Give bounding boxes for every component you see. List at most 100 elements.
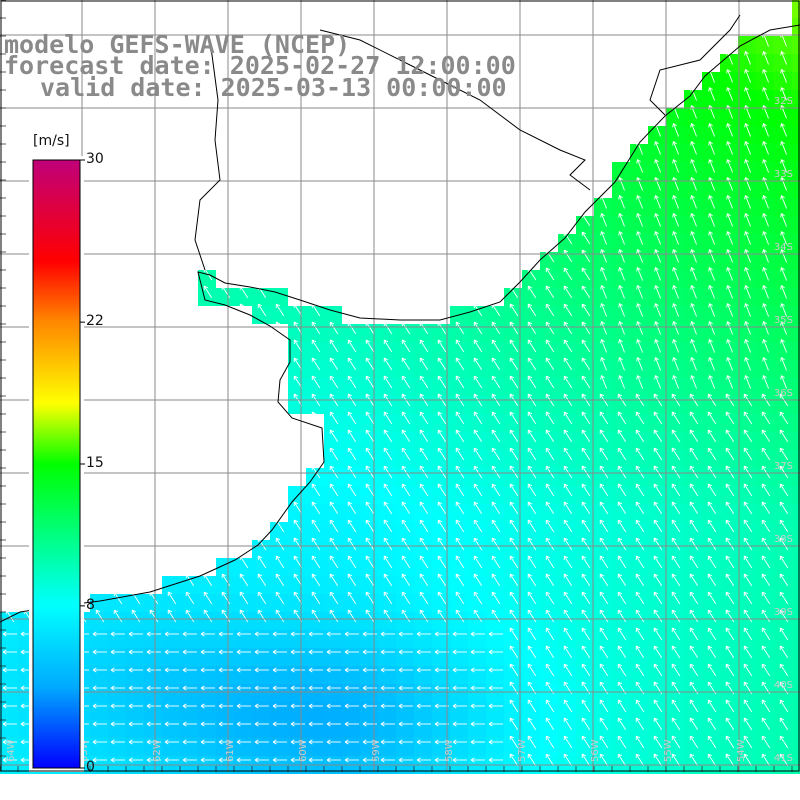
wind-arrow bbox=[326, 685, 341, 691]
wind-arrow bbox=[437, 339, 447, 353]
wind-arrow bbox=[653, 717, 663, 731]
wind-arrow bbox=[383, 609, 393, 623]
wind-arrow bbox=[599, 645, 609, 659]
wind-arrow bbox=[257, 285, 267, 299]
wind-arrow bbox=[779, 519, 789, 533]
wind-arrow bbox=[437, 465, 447, 479]
wind-arrow bbox=[672, 123, 679, 137]
wind-arrow bbox=[726, 87, 733, 101]
wind-arrow bbox=[491, 537, 501, 551]
wind-arrow bbox=[149, 609, 159, 623]
wind-arrow bbox=[726, 123, 733, 137]
wind-arrow bbox=[311, 501, 321, 515]
wind-arrow bbox=[707, 699, 717, 713]
wind-arrow bbox=[311, 555, 321, 569]
wind-arrow bbox=[581, 303, 591, 317]
wind-arrow bbox=[581, 357, 591, 371]
wind-arrow bbox=[488, 667, 503, 673]
wind-arrow bbox=[617, 609, 627, 623]
wind-arrow bbox=[239, 285, 249, 299]
wind-arrow bbox=[491, 375, 501, 389]
wind-arrow bbox=[581, 699, 591, 713]
wind-arrow bbox=[726, 69, 733, 83]
wind-arrow bbox=[509, 573, 519, 587]
wind-arrow bbox=[635, 537, 645, 551]
wind-arrow bbox=[744, 231, 751, 245]
wind-arrow bbox=[401, 447, 411, 461]
wind-arrow bbox=[221, 609, 231, 623]
wind-arrow bbox=[473, 339, 483, 353]
wind-arrow bbox=[726, 51, 733, 65]
wind-arrow bbox=[329, 411, 339, 425]
border-line bbox=[319, 29, 591, 191]
wind-arrow bbox=[599, 429, 609, 443]
wind-arrow bbox=[762, 213, 769, 227]
wind-arrow bbox=[689, 537, 699, 551]
wind-arrow bbox=[708, 159, 715, 173]
wind-arrow bbox=[416, 757, 431, 763]
wind-arrow bbox=[509, 411, 519, 425]
wind-arrow bbox=[473, 303, 483, 317]
wind-arrow bbox=[362, 649, 377, 655]
wind-arrow bbox=[146, 739, 161, 745]
wind-arrow bbox=[509, 501, 519, 515]
wind-arrow bbox=[708, 249, 715, 263]
wind-arrow bbox=[455, 591, 465, 605]
wind-arrow bbox=[347, 375, 357, 389]
wind-arrow bbox=[455, 321, 465, 335]
wind-arrow bbox=[308, 721, 323, 727]
wind-arrow bbox=[563, 429, 573, 443]
wind-arrow bbox=[110, 667, 125, 673]
wind-arrow bbox=[635, 627, 645, 641]
wind-arrow bbox=[708, 141, 715, 155]
wind-arrow bbox=[488, 739, 503, 745]
wind-arrow bbox=[726, 285, 733, 299]
wind-arrow bbox=[218, 649, 233, 655]
wind-arrow bbox=[690, 141, 697, 155]
wind-arrow bbox=[599, 573, 609, 587]
wind-arrow bbox=[599, 627, 609, 641]
wind-arrow bbox=[689, 429, 699, 443]
lat-label: 32S bbox=[774, 96, 793, 107]
title-valid-date: valid date: 2025-03-13 00:00:00 bbox=[40, 73, 507, 102]
wind-arrow bbox=[491, 447, 501, 461]
wind-arrow bbox=[254, 721, 269, 727]
wind-arrow bbox=[329, 609, 339, 623]
wind-arrow bbox=[599, 555, 609, 569]
wind-arrow bbox=[653, 663, 663, 677]
wind-arrow bbox=[779, 429, 789, 443]
wind-arrow bbox=[545, 609, 555, 623]
wind-arrow bbox=[470, 685, 485, 691]
wind-arrow bbox=[762, 231, 769, 245]
wind-arrow bbox=[545, 537, 555, 551]
wind-arrow bbox=[437, 447, 447, 461]
wind-arrow bbox=[779, 555, 789, 569]
wind-arrow bbox=[509, 753, 519, 767]
wind-arrow bbox=[671, 429, 681, 443]
wind-arrow bbox=[491, 321, 501, 335]
wind-arrow bbox=[744, 87, 751, 101]
wind-arrow bbox=[401, 537, 411, 551]
wind-arrow bbox=[762, 267, 769, 281]
wind-arrow bbox=[672, 195, 679, 209]
wind-arrow bbox=[452, 703, 467, 709]
wind-arrow bbox=[437, 609, 447, 623]
wind-arrow bbox=[581, 753, 591, 767]
wind-arrow bbox=[725, 447, 735, 461]
wind-arrow bbox=[761, 573, 771, 587]
wind-arrow bbox=[311, 357, 321, 371]
wind-arrow bbox=[761, 645, 771, 659]
wind-arrow bbox=[545, 735, 555, 749]
wind-arrow bbox=[617, 447, 627, 461]
wind-arrow bbox=[762, 87, 769, 101]
wind-arrow bbox=[527, 555, 537, 569]
wind-arrow bbox=[290, 703, 305, 709]
wind-arrow bbox=[182, 631, 197, 637]
wind-arrow bbox=[563, 249, 573, 263]
wind-arrow bbox=[636, 321, 643, 335]
wind-arrow bbox=[707, 519, 717, 533]
wind-arrow bbox=[599, 591, 609, 605]
wind-arrow bbox=[383, 339, 393, 353]
wind-arrow bbox=[311, 573, 321, 587]
wind-arrow bbox=[362, 667, 377, 673]
